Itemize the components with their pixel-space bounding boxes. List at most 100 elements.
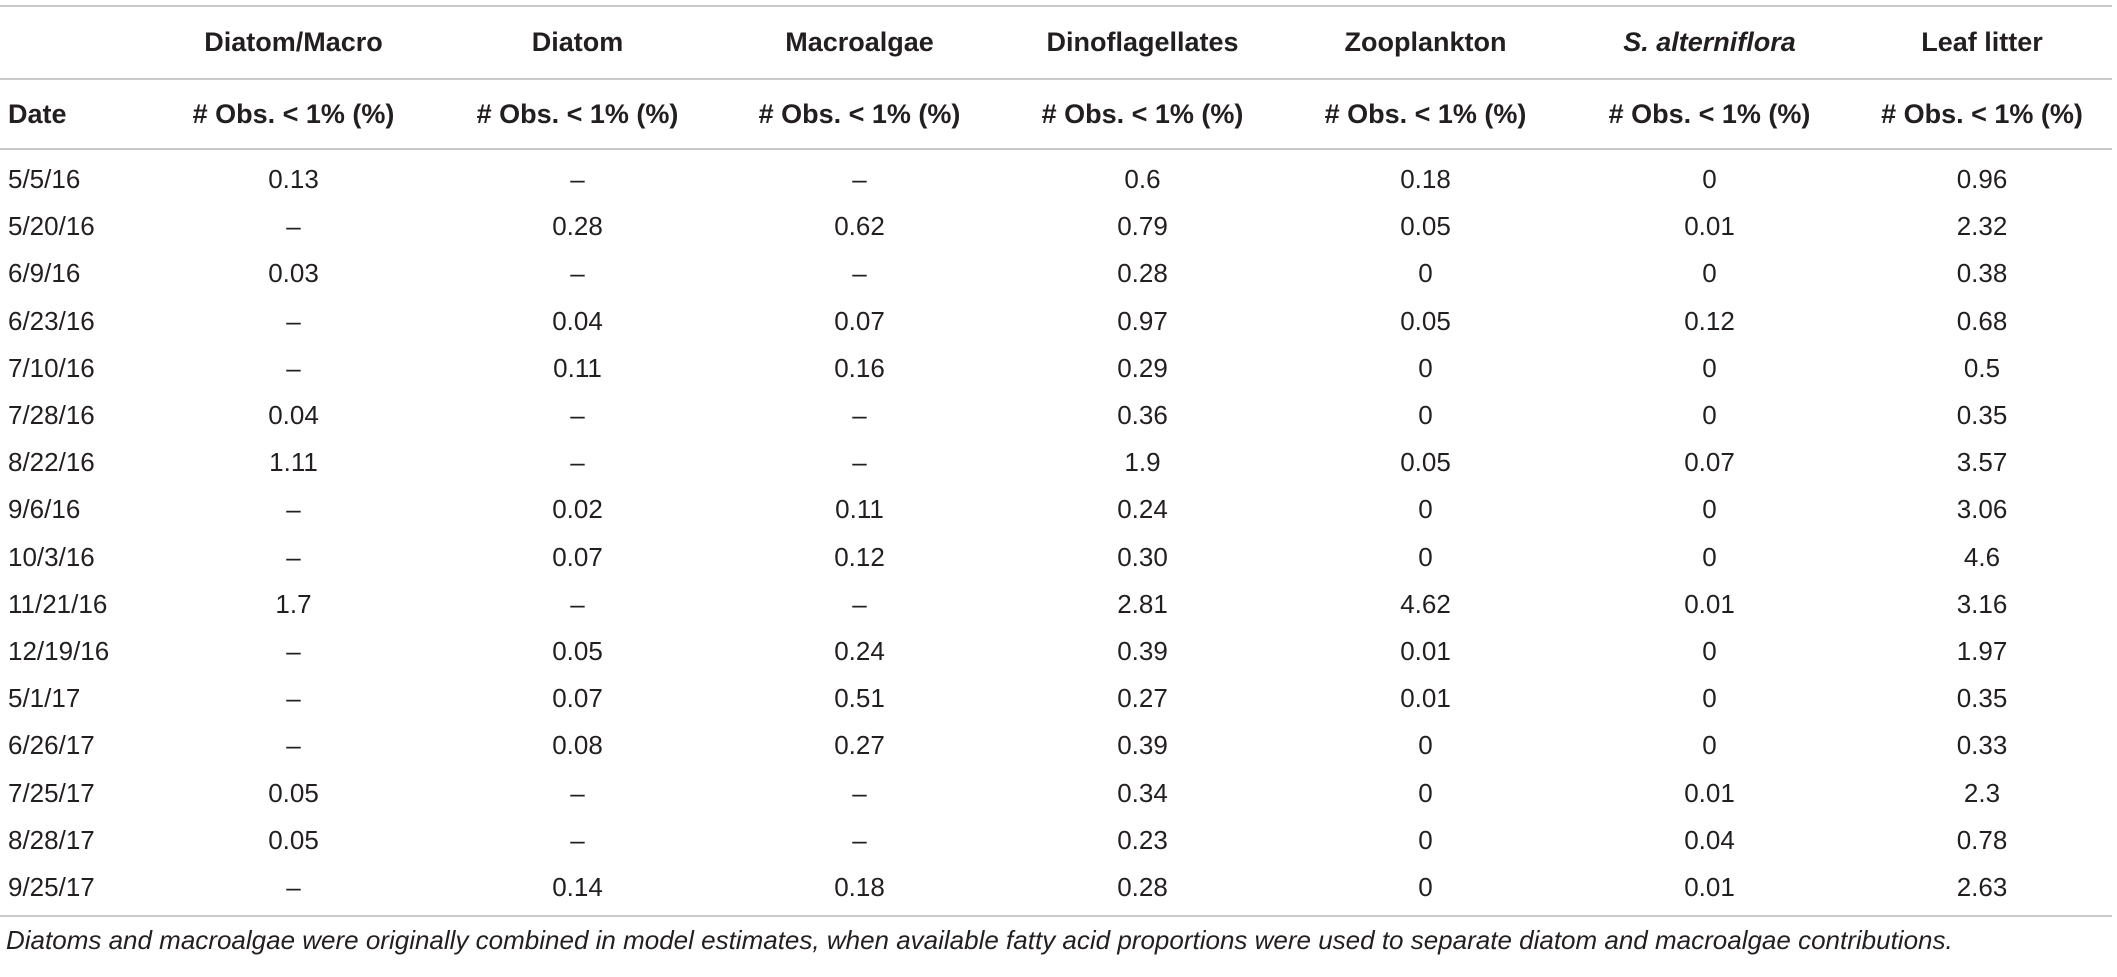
cell-leaf-litter: 3.06 — [1956, 494, 2008, 525]
table-row: 5/5/16 0.13 – – 0.6 0.18 0 0.96 — [0, 149, 2112, 203]
cell-zooplankton: 4.62 — [1400, 588, 1451, 619]
sub-header-macroalgae: # Obs. < 1% (%) — [718, 78, 1001, 150]
cell-macroalgae: 0.51 — [834, 683, 885, 714]
cell-diatom: 0.11 — [553, 352, 602, 383]
table-row: 11/21/16 1.7 – – 2.81 4.62 0.01 3.16 — [0, 581, 2112, 628]
cell-diatom-macro: – — [150, 863, 437, 918]
cell-s-alterniflora: 0 — [1702, 400, 1717, 431]
cell-diatom-macro: – — [286, 494, 301, 525]
cell-s-alterniflora: 0 — [1702, 683, 1717, 714]
cell-leaf-litter: 1.97 — [1956, 635, 2008, 666]
data-table: Diatom/Macro Diatom Macroalgae Dinoflage… — [0, 5, 2112, 918]
cell-macroalgae: 0.07 — [834, 305, 885, 336]
cell-zooplankton: 0 — [1284, 863, 1567, 918]
cell-leaf-litter: 0.78 — [1956, 824, 2008, 855]
cell-zooplankton: 0.05 — [1400, 447, 1451, 478]
cell-dinoflagellates: 0.28 — [1001, 863, 1284, 918]
cell-diatom-macro: 0.05 — [268, 824, 319, 855]
cell-macroalgae: – — [852, 447, 867, 478]
cell-date: 7/28/16 — [8, 400, 95, 431]
cell-macroalgae: 0.16 — [834, 352, 885, 383]
cell-s-alterniflora: 0.01 — [1684, 777, 1735, 808]
cell-leaf-litter: 0.5 — [1963, 352, 2001, 383]
cell-zooplankton: 0 — [1418, 541, 1433, 572]
cell-diatom-macro: – — [286, 730, 301, 761]
cell-diatom-macro: – — [286, 211, 301, 242]
table-row: 12/19/16 – 0.05 0.24 0.39 0.01 0 1.97 — [0, 628, 2112, 675]
cell-s-alterniflora: 0 — [1702, 494, 1717, 525]
cell-zooplankton: 0.05 — [1400, 211, 1451, 242]
cell-diatom: – — [570, 824, 585, 855]
cell-dinoflagellates: 0.24 — [1117, 494, 1168, 525]
cell-zooplankton: 0.05 — [1400, 305, 1451, 336]
cell-macroalgae: – — [852, 777, 867, 808]
cell-diatom-macro: 1.11 — [269, 447, 318, 478]
cell-macroalgae: 0.62 — [834, 211, 885, 242]
cell-date: 6/23/16 — [8, 305, 95, 336]
table-row: 9/6/16 – 0.02 0.11 0.24 0 0 3.06 — [0, 486, 2112, 533]
table-row: 10/3/16 – 0.07 0.12 0.30 0 0 4.6 — [0, 534, 2112, 581]
cell-zooplankton: 0.01 — [1400, 683, 1451, 714]
sub-header-diatom-macro: # Obs. < 1% (%) — [150, 78, 437, 150]
table-body: 5/5/16 0.13 – – 0.6 0.18 0 0.96 5/20/16 – 0.28 0.62… — [0, 149, 2112, 918]
cell-dinoflagellates: 2.81 — [1117, 588, 1168, 619]
cell-dinoflagellates: 0.23 — [1117, 824, 1168, 855]
cell-diatom: – — [570, 777, 585, 808]
cell-leaf-litter: 0.96 — [1956, 164, 2008, 195]
cell-diatom-macro: – — [286, 635, 301, 666]
cell-diatom-macro: 0.04 — [268, 400, 319, 431]
cell-macroalgae: 0.24 — [834, 635, 885, 666]
cell-dinoflagellates: 0.6 — [1124, 164, 1161, 195]
cell-date: 12/19/16 — [8, 635, 110, 666]
cell-diatom-macro: 1.7 — [275, 588, 312, 619]
cell-s-alterniflora: 0.12 — [1684, 305, 1735, 336]
group-header-diatom: Diatom — [437, 5, 718, 79]
cell-diatom: – — [570, 258, 585, 289]
cell-macroalgae: – — [852, 258, 867, 289]
cell-dinoflagellates: 0.34 — [1117, 777, 1168, 808]
cell-diatom: – — [570, 588, 585, 619]
table-row: 7/10/16 – 0.11 0.16 0.29 0 0 0.5 — [0, 345, 2112, 392]
sub-header-s-alterniflora: # Obs. < 1% (%) — [1567, 78, 1852, 150]
cell-diatom: 0.04 — [552, 305, 603, 336]
cell-date: 8/28/17 — [8, 824, 95, 855]
cell-date: 8/22/16 — [8, 447, 95, 478]
cell-leaf-litter: 0.68 — [1956, 305, 2008, 336]
table-footnote: Diatoms and macroalgae were originally c… — [6, 925, 1953, 955]
cell-date: 6/26/17 — [8, 730, 95, 761]
cell-dinoflagellates: 0.97 — [1117, 305, 1168, 336]
group-header-zooplankton: Zooplankton — [1284, 5, 1567, 79]
cell-dinoflagellates: 0.29 — [1117, 352, 1168, 383]
cell-leaf-litter: 0.38 — [1956, 258, 2008, 289]
cell-diatom-macro: 0.03 — [268, 258, 319, 289]
cell-s-alterniflora: 0 — [1702, 541, 1717, 572]
cell-leaf-litter: 0.33 — [1956, 730, 2008, 761]
table-row: 6/23/16 – 0.04 0.07 0.97 0.05 0.12 0.68 — [0, 298, 2112, 345]
group-header-date — [0, 5, 150, 79]
cell-date: 7/10/16 — [8, 352, 95, 383]
cell-s-alterniflora: 0 — [1702, 730, 1717, 761]
cell-zooplankton: 0 — [1418, 730, 1433, 761]
cell-diatom: 0.28 — [552, 211, 603, 242]
cell-dinoflagellates: 0.30 — [1117, 541, 1168, 572]
cell-diatom-macro: 0.13 — [268, 164, 319, 195]
cell-diatom-macro: 0.05 — [268, 777, 319, 808]
cell-dinoflagellates: 0.28 — [1117, 258, 1168, 289]
group-header-leaf-litter: Leaf litter — [1852, 5, 2112, 79]
cell-s-alterniflora: 0 — [1702, 352, 1717, 383]
cell-diatom-macro: – — [286, 683, 301, 714]
cell-leaf-litter: 4.6 — [1963, 541, 2001, 572]
cell-zooplankton: 0 — [1418, 824, 1433, 855]
cell-leaf-litter: 3.16 — [1956, 588, 2008, 619]
cell-diatom: 0.07 — [552, 541, 603, 572]
cell-leaf-litter: 2.3 — [1963, 777, 2001, 808]
cell-s-alterniflora: 0.01 — [1567, 863, 1852, 918]
cell-macroalgae: 0.12 — [834, 541, 885, 572]
cell-diatom: – — [570, 447, 585, 478]
group-header-diatom-macro: Diatom/Macro — [150, 5, 437, 79]
table-row: 7/28/16 0.04 – – 0.36 0 0 0.35 — [0, 392, 2112, 439]
cell-macroalgae: 0.11 — [835, 494, 884, 525]
cell-macroalgae: – — [852, 400, 867, 431]
table-row: 6/26/17 – 0.08 0.27 0.39 0 0 0.33 — [0, 722, 2112, 769]
sub-header-date: Date — [0, 78, 150, 150]
